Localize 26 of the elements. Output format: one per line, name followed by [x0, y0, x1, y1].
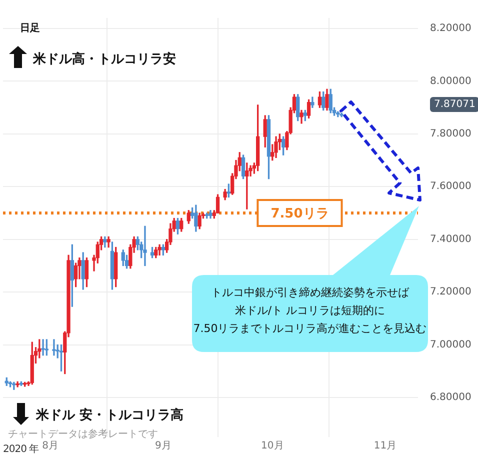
annotation: トルコ中銀が引き締め継続姿勢を示せば — [210, 285, 410, 300]
y-tick-label: 6.80000 — [430, 392, 472, 404]
y-tick-label: 8.20000 — [430, 23, 472, 34]
y-tick-label: 7.60000 — [430, 181, 472, 192]
y-tick-label: 7.40000 — [430, 234, 472, 245]
x-tick-label: 11月 — [374, 440, 397, 452]
annotation: 日足 — [20, 22, 40, 35]
annotation: 米ドル 安・トルコリラ高 — [36, 406, 184, 424]
text: 7.87071 — [430, 97, 478, 112]
candlestick — [143, 226, 147, 266]
candlestick — [41, 339, 45, 356]
x-axis-title: 2020 年 — [3, 443, 39, 456]
y-tick-label: 8.00000 — [430, 76, 472, 87]
x-tick-label: 9月 — [154, 440, 172, 452]
candlestick — [16, 381, 20, 388]
y-tick-label: 7.80000 — [430, 128, 472, 140]
annotation: 米ドル高・トルコリラ安 — [33, 50, 176, 68]
x-tick-label: 8月 — [42, 440, 59, 452]
x-tick-label: 10月 — [261, 440, 284, 452]
annotation: 7.50リラまでトルコリラ高が進むことを見込む — [192, 321, 428, 336]
ref-line-label: 7.50リラ — [270, 206, 329, 222]
annotation: チャートデータは参考レートです — [8, 428, 158, 440]
y-tick-label: 7.20000 — [430, 286, 472, 298]
candlestick — [52, 339, 56, 356]
y-tick-label: 7.00000 — [430, 339, 472, 350]
annotation: 米ドル/ト ルコリラは短期的に — [234, 303, 386, 318]
